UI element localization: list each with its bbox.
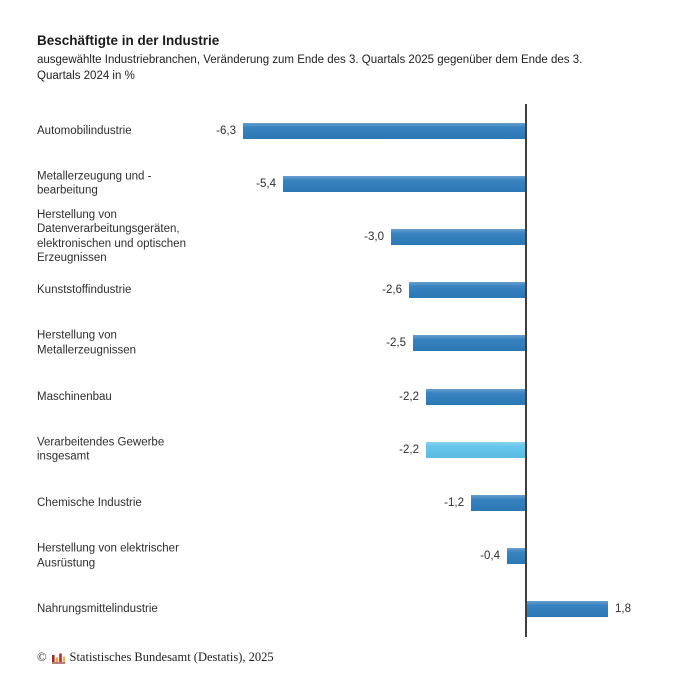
- chart-row: Verarbeitendes Gewerbe insgesamt -2,2: [37, 423, 665, 476]
- chart-row: Metallerzeugung und - bearbeitung -5,4: [37, 157, 665, 210]
- chart-row: Automobilindustrie -6,3: [37, 104, 665, 157]
- value-label: -0,4: [480, 550, 500, 563]
- category-label: Herstellung von elektrischer Ausrüstung: [37, 542, 179, 570]
- chart-row: Chemische Industrie -1,2: [37, 476, 665, 529]
- bar-highlighted: [426, 441, 525, 458]
- bar: [409, 282, 525, 299]
- chart-row: Herstellung von Datenverarbeitungsgeräte…: [37, 208, 665, 265]
- value-label: -6,3: [216, 124, 236, 137]
- category-label: Maschinenbau: [37, 390, 112, 403]
- destatis-logo-icon: [51, 652, 66, 664]
- value-label: -5,4: [256, 177, 276, 190]
- bar: [243, 122, 525, 139]
- bar: [283, 175, 525, 192]
- value-label: -2,5: [386, 337, 406, 350]
- category-label: Metallerzeugung und - bearbeitung: [37, 170, 152, 197]
- bar: [507, 548, 525, 565]
- category-label: Chemische Industrie: [37, 496, 142, 509]
- chart-rows: Automobilindustrie -6,3 Metallerzeugung un…: [37, 104, 665, 636]
- category-label: Herstellung von Datenverarbeitungsgeräte…: [37, 208, 186, 265]
- value-label: -3,0: [364, 230, 384, 243]
- page-title: Beschäftigte in der Industrie: [37, 33, 220, 48]
- bar: [471, 494, 525, 511]
- value-label: -2,2: [399, 390, 419, 403]
- copyright-symbol: ©: [37, 650, 47, 664]
- chart-row: Nahrungsmittelindustrie 1,8: [37, 583, 665, 636]
- category-label: Herstellung von Metallerzeugnissen: [37, 329, 137, 357]
- category-label: Automobilindustrie: [37, 124, 132, 137]
- zero-axis-line: [525, 104, 527, 637]
- value-label: -1,2: [444, 496, 464, 509]
- value-label: 1,8: [615, 603, 631, 616]
- bar: [413, 335, 525, 352]
- bar-chart: Automobilindustrie -6,3 Metallerzeugung un…: [37, 104, 665, 637]
- bar: [426, 388, 525, 405]
- chart-row: Maschinenbau -2,2: [37, 370, 665, 423]
- category-label: Nahrungsmittelindustrie: [37, 603, 158, 616]
- category-label: Kunststoffindustrie: [37, 283, 132, 296]
- bar: [391, 228, 525, 245]
- chart-row: Herstellung von elektrischer Ausrüstung -…: [37, 530, 665, 583]
- source-line: © Statistisches Bundesamt (Destatis), 20…: [37, 650, 274, 665]
- chart-row: Herstellung von Metallerzeugnissen -2,5: [37, 317, 665, 370]
- category-label: Verarbeitendes Gewerbe insgesamt: [37, 436, 165, 463]
- source-text: Statistisches Bundesamt (Destatis), 2025: [69, 650, 274, 664]
- page-subtitle: ausgewählte Industriebranchen, Veränderu…: [37, 54, 583, 82]
- value-label: -2,6: [382, 284, 402, 297]
- chart-row: Kunststoffindustrie -2,6: [37, 264, 665, 317]
- bar: [527, 601, 608, 618]
- value-label: -2,2: [399, 443, 419, 456]
